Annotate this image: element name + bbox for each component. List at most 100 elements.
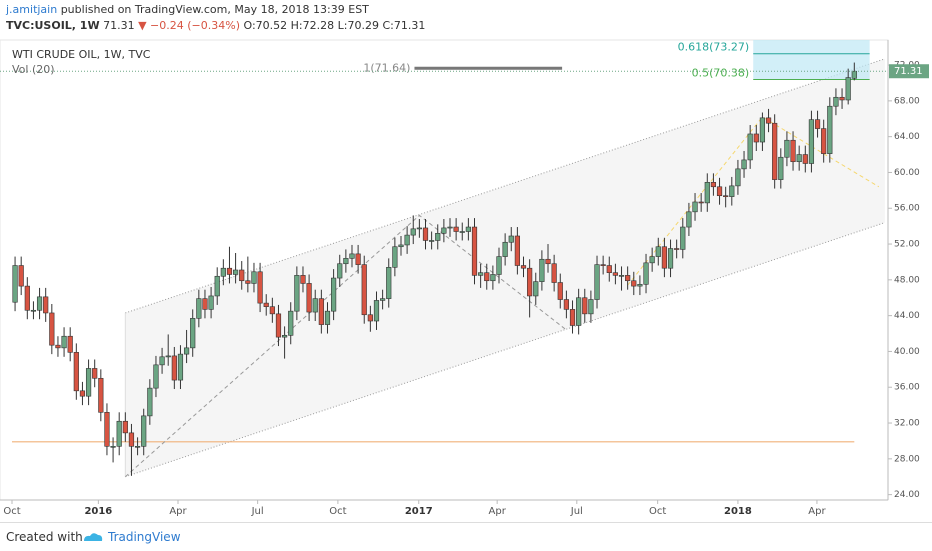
candle-body [398, 244, 404, 248]
candle-body [576, 297, 582, 326]
candle-body [226, 267, 233, 275]
candle-body [220, 267, 226, 277]
candle-body [275, 313, 282, 338]
candle-body [104, 411, 110, 447]
ohlc: O:70.52 H:72.28 L:70.29 C:71.31 [243, 19, 426, 32]
candle-body [471, 226, 478, 276]
y-tick-label: 48.00 [894, 275, 920, 285]
candle-body [435, 233, 441, 241]
candle-body [827, 105, 833, 154]
candle-body [704, 181, 710, 204]
candle-body [422, 227, 429, 241]
header: j.amitjain published on TradingView.com,… [6, 2, 425, 34]
candle-body [416, 227, 422, 230]
measure-label: 1(71.64) [363, 61, 410, 74]
candle-body [43, 296, 49, 314]
y-tick-label: 32.00 [894, 419, 920, 429]
x-tick-label: Apr [808, 506, 826, 517]
candle-body [92, 368, 98, 379]
candle-body [355, 253, 361, 265]
candle-body [392, 246, 398, 268]
candle-body [723, 195, 729, 198]
author: j.amitjain [6, 3, 58, 16]
candle-body [410, 228, 416, 236]
candle-body [36, 296, 43, 311]
candle-body [441, 227, 447, 234]
candle-body [61, 335, 67, 349]
fib-band [753, 40, 870, 80]
candle-body [208, 295, 214, 310]
candle-body [257, 271, 263, 304]
candle-body [625, 275, 631, 282]
candle-body [30, 309, 37, 312]
candle-body [606, 265, 612, 273]
candle-body [269, 306, 275, 315]
x-tick-label: 2016 [84, 506, 112, 517]
candle-body [214, 275, 220, 297]
candle-body [778, 156, 784, 180]
brand: TradingView [108, 530, 181, 544]
candle-body [367, 314, 373, 322]
candle-body [796, 154, 802, 163]
candle-body [667, 248, 674, 269]
y-tick-label: 24.00 [894, 490, 920, 500]
candle-body [85, 368, 92, 397]
candle-body [851, 70, 857, 79]
chart: 0.618(73.27) 0.5(70.38) 1(71.64) 24.00 28.0… [0, 39, 929, 517]
y-tick-label: 28.00 [894, 454, 920, 464]
candle-body [380, 298, 386, 301]
axes: 24.00 28.00 32.00 36.00 40.00 44.00 48.00 52.00… [3, 61, 929, 517]
candle-body [496, 256, 502, 275]
candle-body [300, 275, 306, 284]
x-tick-label: Apr [169, 506, 187, 517]
candle-body [202, 298, 208, 310]
candle-body [698, 201, 704, 204]
candle-body [539, 258, 545, 282]
candle-body [288, 310, 294, 336]
candle-body [747, 133, 753, 161]
candle-body [239, 269, 245, 282]
candle-body [759, 117, 766, 143]
candle-body [563, 299, 569, 310]
x-tick-label: Jul [251, 506, 264, 517]
candle-body [833, 96, 839, 107]
candle-body [459, 231, 465, 233]
candle-body [122, 420, 128, 434]
candle-body [349, 253, 355, 259]
candle-body [404, 234, 410, 246]
candle-body [453, 226, 459, 232]
candle-body [594, 264, 600, 300]
candle-body [527, 267, 533, 297]
candle-body [569, 309, 576, 326]
candle-body [600, 264, 606, 266]
change: ▼ −0.24 (−0.34%) [138, 19, 240, 32]
candle-body [312, 298, 318, 313]
candle-body [735, 168, 741, 187]
y-tick-label: 40.00 [894, 347, 920, 357]
candle-body [165, 355, 171, 358]
x-tick-label: Apr [489, 506, 507, 517]
candle-body [680, 226, 686, 250]
candle-body [251, 271, 257, 284]
candle-body [686, 211, 692, 228]
footer: Created with TradingView [0, 522, 932, 551]
y-tick-label: 64.00 [894, 132, 920, 142]
candle-body [282, 335, 288, 338]
symbol: TVC:USOIL, 1W [6, 19, 100, 32]
zigzag [124, 214, 567, 478]
candle-body [159, 356, 165, 366]
candle-body [429, 240, 435, 242]
candle-body [557, 282, 563, 300]
candle-body [772, 122, 778, 180]
candle-body [618, 275, 625, 277]
y-tick-label: 68.00 [894, 96, 920, 106]
candle-body [245, 280, 251, 284]
candle-body [171, 355, 177, 381]
x-tick-label: Jul [570, 506, 583, 517]
candle-body [814, 119, 821, 129]
created-with: Created with [6, 530, 83, 544]
candle-body [520, 265, 527, 269]
candle-body [116, 420, 122, 447]
y-tick-label: 52.00 [894, 240, 920, 250]
price-label: 71.31 [894, 66, 923, 77]
